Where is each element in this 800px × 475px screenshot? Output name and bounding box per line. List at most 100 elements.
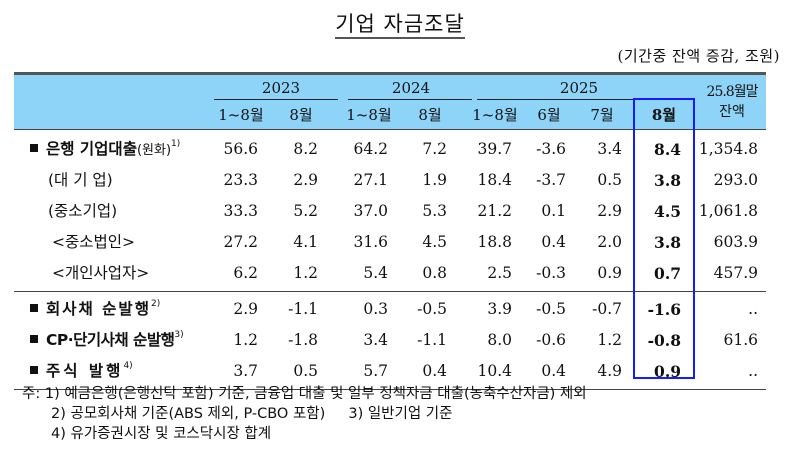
col-2025-jan-aug: 1~8월 bbox=[472, 106, 518, 124]
cell: 3.4 bbox=[597, 140, 622, 158]
cell: 27.1 bbox=[353, 171, 388, 189]
cell: -0.5 bbox=[417, 300, 447, 318]
col-2024-aug: 8월 bbox=[418, 106, 442, 124]
table-header: 2023 2024 2025 1~8월 8월 1~8월 8월 1~8월 6월 7… bbox=[14, 72, 766, 130]
cell: -1.8 bbox=[288, 331, 318, 349]
table-row: <개인사업자> 6.2 1.2 5.4 0.8 2.5 -0.3 0.9 0.7… bbox=[14, 258, 766, 289]
cell: 7.2 bbox=[422, 140, 447, 158]
col-2025-aug: 8월 bbox=[651, 106, 677, 124]
cell: 0.5 bbox=[293, 362, 318, 380]
row-label: 주식 발행4) bbox=[30, 356, 133, 387]
year-2024-underline bbox=[348, 99, 472, 100]
row-label: <중소법인> bbox=[52, 233, 136, 251]
cell: 2.5 bbox=[487, 264, 512, 282]
cell: 8.2 bbox=[293, 140, 318, 158]
year-2023-underline bbox=[214, 99, 338, 100]
cell: 18.8 bbox=[477, 233, 512, 251]
year-2023: 2023 bbox=[261, 79, 301, 97]
table-row: 회사채 순발행2) 2.9 -1.1 0.3 -0.5 3.9 -0.5 -0.… bbox=[14, 294, 766, 325]
col-2023-jan-aug: 1~8월 bbox=[218, 106, 264, 124]
cell: 8.0 bbox=[487, 331, 512, 349]
col-balance-line1: 25.8월말 bbox=[706, 84, 759, 100]
year-2024: 2024 bbox=[391, 79, 431, 97]
cell: -0.7 bbox=[592, 300, 622, 318]
year-2025-underline bbox=[477, 99, 633, 100]
cell: 5.7 bbox=[363, 362, 388, 380]
bullet-square-icon bbox=[30, 334, 38, 343]
cell-balance: 1,061.8 bbox=[698, 202, 758, 220]
cell: 31.6 bbox=[353, 233, 388, 251]
funding-table: 2023 2024 2025 1~8월 8월 1~8월 8월 1~8월 6월 7… bbox=[14, 72, 766, 390]
cell: 6.2 bbox=[233, 264, 258, 282]
cell: 37.0 bbox=[353, 202, 388, 220]
table-row: <중소법인> 27.2 4.1 31.6 4.5 18.8 0.4 2.0 3.… bbox=[14, 227, 766, 258]
cell: 0.8 bbox=[422, 264, 447, 282]
cell: 1.2 bbox=[233, 331, 258, 349]
footnote-2-3: 2) 공모회사채 기준(ABS 제외, P-CBO 포함) 3) 일반기업 기준 bbox=[51, 406, 453, 422]
cell: 3.4 bbox=[363, 331, 388, 349]
cell: 27.2 bbox=[223, 233, 258, 251]
cell: 18.4 bbox=[477, 171, 512, 189]
cell: 4.5 bbox=[422, 233, 447, 251]
cell-highlight: 8.4 bbox=[654, 140, 681, 159]
cell-highlight: 0.9 bbox=[654, 362, 681, 381]
cell: 3.9 bbox=[487, 300, 512, 318]
table-row: CP·단기사채 순발행3) 1.2 -1.8 3.4 -1.1 8.0 -0.6… bbox=[14, 325, 766, 356]
row-label: <개인사업자> bbox=[52, 264, 150, 282]
bank-loan-group: 은행 기업대출(원화)1) 56.6 8.2 64.2 7.2 39.7 -3.… bbox=[14, 130, 766, 292]
cell: 10.4 bbox=[477, 362, 512, 380]
cell-highlight: 3.8 bbox=[654, 171, 681, 190]
row-label: (중소기업) bbox=[48, 202, 118, 220]
cell: 2.9 bbox=[597, 202, 622, 220]
unit-label: (기간중 잔액 증감, 조원) bbox=[617, 47, 780, 65]
footnotes: 주: 1) 예금은행(은행신탁 포함) 기준, 금융업 대출 및 일부 정책자금… bbox=[22, 384, 587, 444]
cell: -0.5 bbox=[536, 300, 566, 318]
col-2024-jan-aug: 1~8월 bbox=[346, 106, 392, 124]
cell: 2.9 bbox=[293, 171, 318, 189]
col-2025-jun: 6월 bbox=[537, 106, 561, 124]
row-label: (대 기 업) bbox=[48, 171, 113, 189]
cell: 0.3 bbox=[363, 300, 388, 318]
securities-group: 회사채 순발행2) 2.9 -1.1 0.3 -0.5 3.9 -0.5 -0.… bbox=[14, 292, 766, 390]
bullet-square-icon bbox=[30, 143, 38, 152]
cell: 0.4 bbox=[541, 233, 566, 251]
cell-balance: 457.9 bbox=[713, 264, 758, 282]
footnote-4: 4) 유가증권시장 및 코스닥시장 합계 bbox=[51, 426, 272, 442]
row-label: 회사채 순발행2) bbox=[30, 294, 160, 325]
cell: 0.5 bbox=[597, 171, 622, 189]
table-row: (대 기 업) 23.3 2.9 27.1 1.9 18.4 -3.7 0.5 … bbox=[14, 165, 766, 196]
cell: 64.2 bbox=[353, 140, 388, 158]
cell: 5.2 bbox=[293, 202, 318, 220]
cell: -3.7 bbox=[536, 171, 566, 189]
cell-balance: 293.0 bbox=[713, 171, 758, 189]
cell: 0.1 bbox=[541, 202, 566, 220]
table-body: 은행 기업대출(원화)1) 56.6 8.2 64.2 7.2 39.7 -3.… bbox=[14, 130, 766, 390]
row-label: 은행 기업대출(원화)1) bbox=[30, 134, 180, 166]
cell-balance: 603.9 bbox=[713, 233, 758, 251]
page-title: 기업 자금조달 bbox=[0, 8, 800, 39]
cell: 56.6 bbox=[223, 140, 258, 158]
cell: 1.9 bbox=[422, 171, 447, 189]
table-row: 은행 기업대출(원화)1) 56.6 8.2 64.2 7.2 39.7 -3.… bbox=[14, 134, 766, 165]
footnote-1: 주: 1) 예금은행(은행신탁 포함) 기준, 금융업 대출 및 일부 정책자금… bbox=[22, 386, 587, 402]
row-label: CP·단기사채 순발행3) bbox=[30, 325, 184, 356]
cell: -0.6 bbox=[536, 331, 566, 349]
cell: 23.3 bbox=[223, 171, 258, 189]
cell: -0.3 bbox=[536, 264, 566, 282]
year-2025: 2025 bbox=[559, 79, 599, 97]
cell-balance: .. bbox=[748, 362, 758, 380]
cell: 33.3 bbox=[223, 202, 258, 220]
cell: 1.2 bbox=[597, 331, 622, 349]
col-2025-jul: 7월 bbox=[590, 106, 614, 124]
cell: -3.6 bbox=[536, 140, 566, 158]
col-2023-aug: 8월 bbox=[289, 106, 313, 124]
cell: 3.7 bbox=[233, 362, 258, 380]
cell: -1.1 bbox=[417, 331, 447, 349]
col-balance-line2: 잔액 bbox=[719, 104, 745, 120]
cell-highlight: 4.5 bbox=[654, 202, 681, 221]
cell: 2.9 bbox=[233, 300, 258, 318]
cell: 4.1 bbox=[293, 233, 318, 251]
cell-highlight: -1.6 bbox=[647, 300, 681, 319]
cell-balance: 1,354.8 bbox=[698, 140, 758, 158]
bullet-square-icon bbox=[30, 303, 38, 312]
